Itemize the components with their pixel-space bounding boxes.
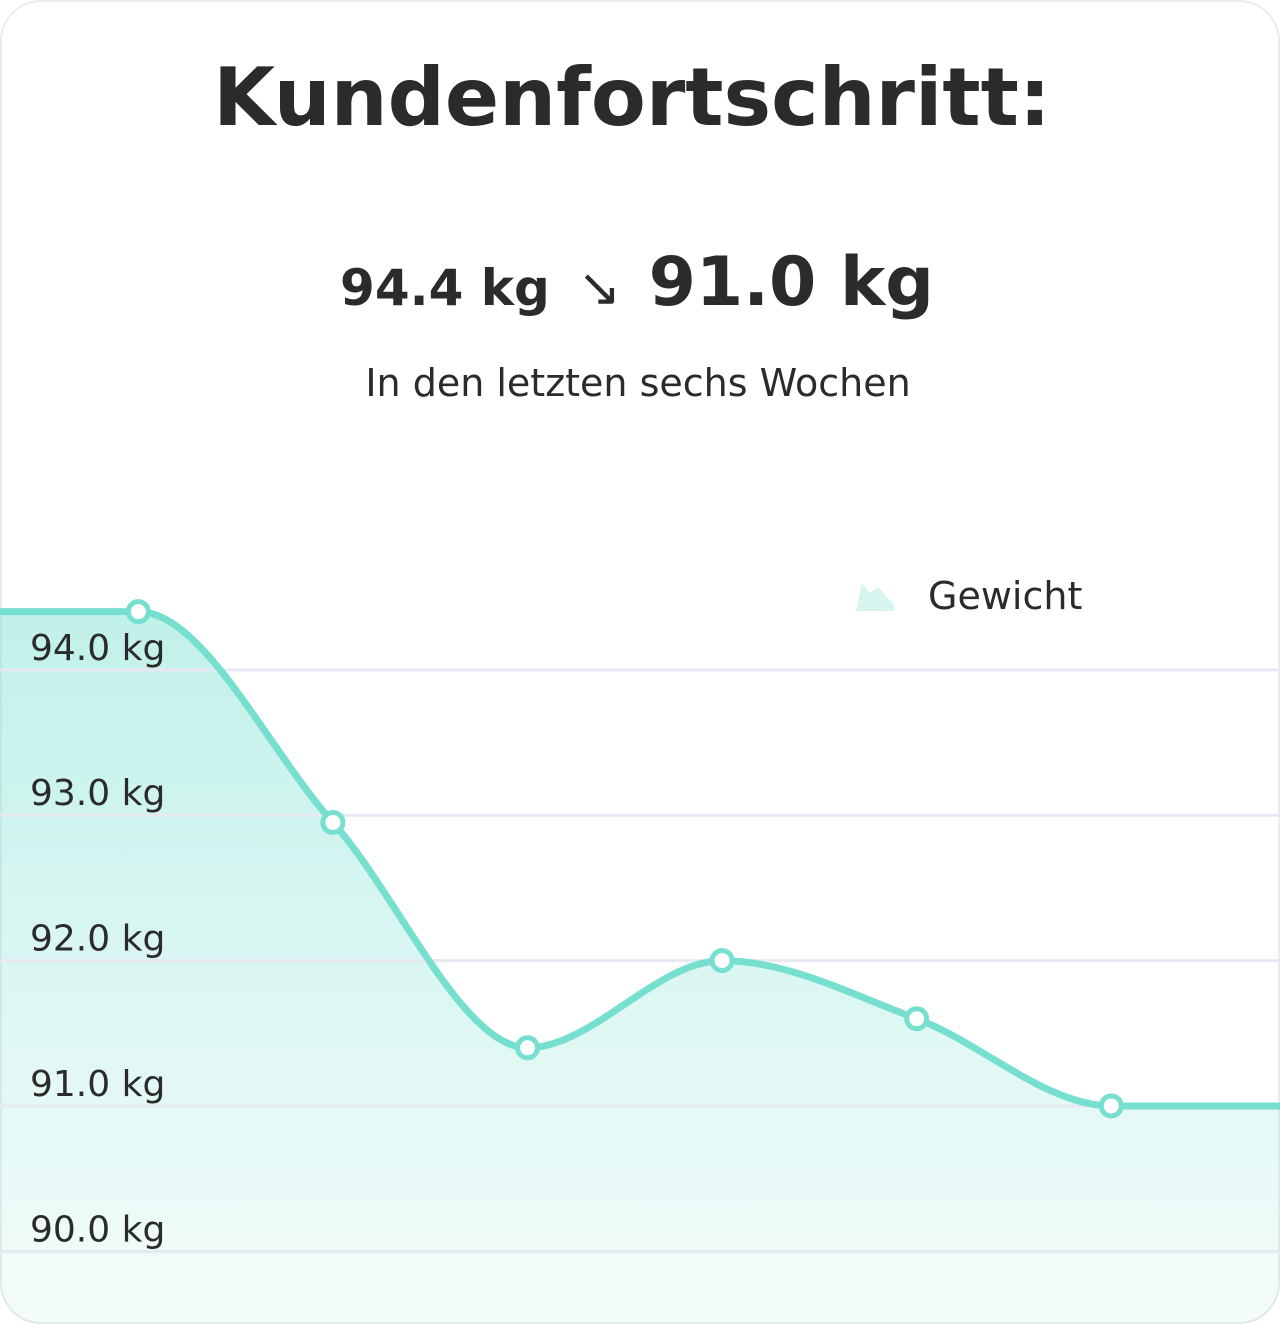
card-subtitle: In den letzten sechs Wochen bbox=[365, 361, 910, 405]
y-tick-label: 90.0 kg bbox=[30, 1209, 165, 1250]
weight-headline: 94.4 kg ↘ 91.0 kg bbox=[340, 243, 934, 322]
y-tick-label: 91.0 kg bbox=[30, 1064, 165, 1105]
card-title: Kundenfortschritt: bbox=[213, 51, 1051, 144]
chart: 90.0 kg 91.0 kg 92.0 kg 93.0 kg 94.0 kg bbox=[0, 599, 1280, 1324]
data-point bbox=[320, 809, 346, 835]
trend-arrow: ↘ bbox=[577, 258, 621, 318]
legend-icon bbox=[856, 583, 894, 611]
area-fill bbox=[0, 611, 1280, 1324]
start-weight: 94.4 kg bbox=[340, 259, 550, 317]
y-tick-label: 93.0 kg bbox=[30, 773, 165, 814]
data-point bbox=[125, 599, 151, 625]
data-point bbox=[904, 1006, 930, 1032]
data-point bbox=[515, 1035, 540, 1061]
data-point bbox=[709, 948, 735, 974]
y-tick-label: 94.0 kg bbox=[30, 628, 165, 669]
current-weight: 91.0 kg bbox=[649, 243, 934, 322]
legend-label: Gewicht bbox=[928, 574, 1082, 618]
y-tick-label: 92.0 kg bbox=[30, 919, 165, 960]
data-point bbox=[1098, 1093, 1124, 1119]
